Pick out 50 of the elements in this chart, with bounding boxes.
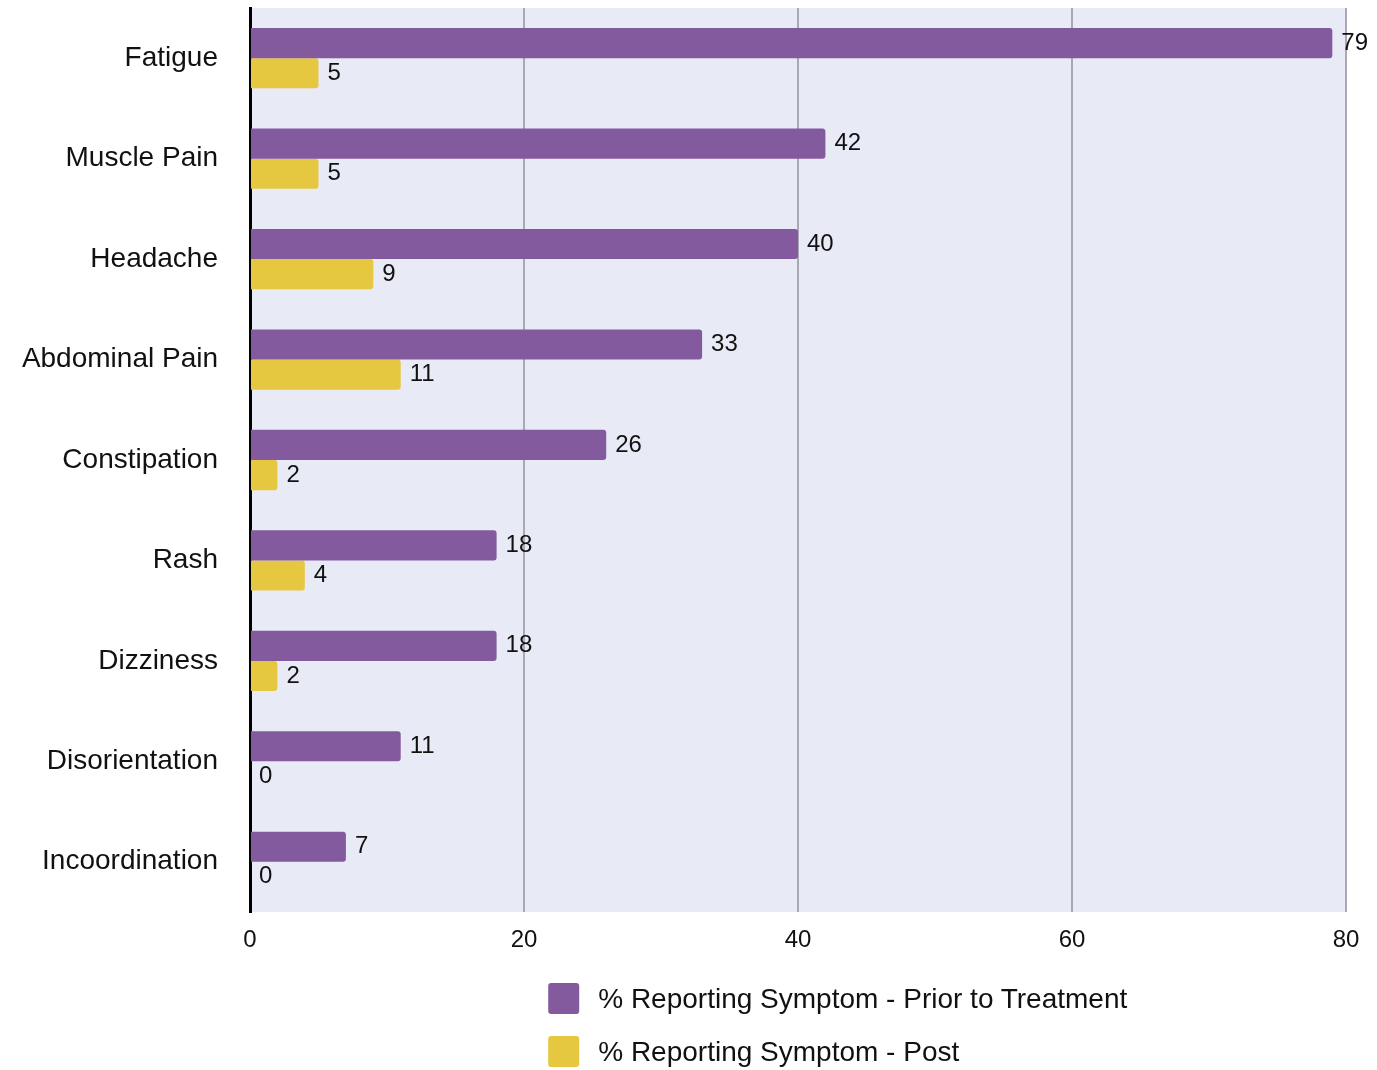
data-label: 79 xyxy=(1341,27,1368,55)
bar xyxy=(251,630,497,661)
bar xyxy=(251,731,401,762)
x-tick-label: 60 xyxy=(1058,925,1086,953)
bar xyxy=(251,359,401,390)
y-tick-label: Fatigue xyxy=(124,40,218,72)
bar xyxy=(251,560,305,591)
bar xyxy=(251,831,346,862)
data-label: 9 xyxy=(382,258,396,286)
data-label: 18 xyxy=(505,630,533,658)
y-tick-label: Muscle Pain xyxy=(65,141,218,173)
data-label: 7 xyxy=(354,831,369,859)
bar xyxy=(251,329,703,360)
y-tick-label: Rash xyxy=(152,543,218,575)
data-label: 42 xyxy=(834,128,862,156)
data-label: 40 xyxy=(807,228,834,256)
data-label: 0 xyxy=(259,761,273,789)
bar xyxy=(251,660,278,692)
x-tick-label: 40 xyxy=(784,925,812,953)
data-label: 26 xyxy=(615,429,642,457)
data-label: 5 xyxy=(327,158,341,186)
data-label: 18 xyxy=(505,530,533,557)
bar xyxy=(251,259,374,290)
bar xyxy=(251,429,607,460)
y-tick-label: Dizziness xyxy=(98,643,218,675)
y-tick-label: Abdominal Pain xyxy=(21,342,218,374)
bar xyxy=(251,58,319,89)
data-label: 4 xyxy=(313,560,328,588)
data-label: 11 xyxy=(409,730,435,758)
y-tick-label: Incoordination xyxy=(42,844,218,876)
data-label: 2 xyxy=(286,660,300,688)
data-label: 2 xyxy=(286,459,300,487)
legend-label: % Reporting Symptom - Post xyxy=(598,1035,960,1067)
data-label: 5 xyxy=(327,57,341,85)
y-tick-label: Disorientation xyxy=(46,744,218,776)
data-label: 11 xyxy=(409,359,435,387)
data-label: 0 xyxy=(259,861,273,889)
x-tick-label: 80 xyxy=(1332,925,1360,953)
data-label: 33 xyxy=(711,329,738,357)
bar xyxy=(251,128,826,159)
y-tick-label: Headache xyxy=(90,241,218,273)
x-tick-label: 0 xyxy=(243,925,257,953)
legend-label: % Reporting Symptom - Prior to Treatment xyxy=(598,982,1128,1014)
x-tick-label: 20 xyxy=(510,925,538,953)
bar xyxy=(251,28,1333,59)
y-tick-label: Constipation xyxy=(62,442,218,474)
bar xyxy=(251,158,319,189)
bar xyxy=(251,530,497,561)
bar xyxy=(251,228,798,260)
bar xyxy=(251,460,278,491)
